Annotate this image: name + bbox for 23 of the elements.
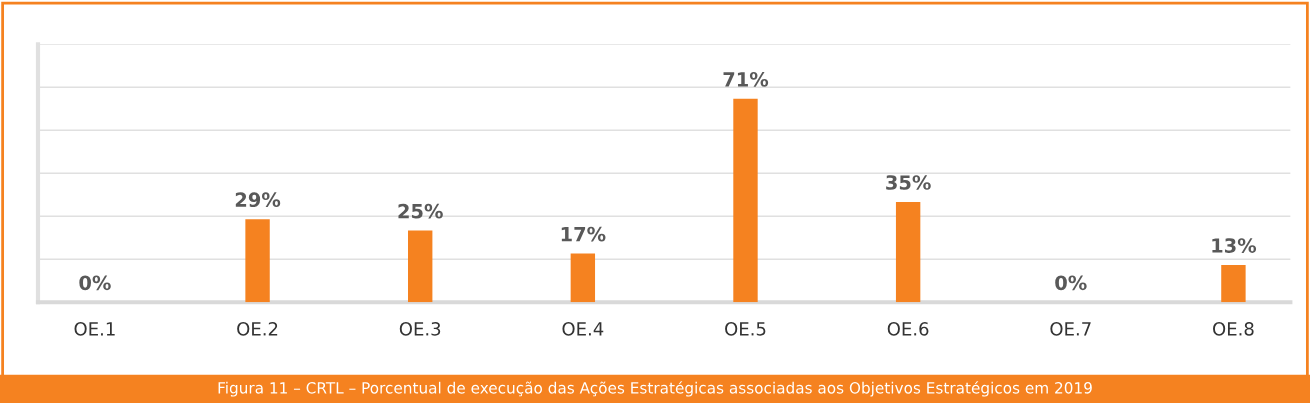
bar — [895, 201, 921, 303]
x-tick-label: OE.1 — [74, 322, 115, 336]
bar — [245, 219, 270, 303]
bar — [733, 98, 758, 303]
x-tick-label: OE.4 — [562, 322, 604, 336]
x-tick-label: OE.2 — [237, 322, 278, 336]
data-label: 13% — [1212, 238, 1257, 253]
bar — [570, 253, 596, 303]
x-tick-label: OE.6 — [887, 322, 929, 336]
data-label: 25% — [398, 203, 443, 219]
data-label: 17% — [561, 226, 606, 242]
x-tick-label: OE.8 — [1213, 322, 1254, 336]
bar — [408, 230, 433, 303]
x-tick-label: OE.3 — [399, 322, 441, 336]
data-label: 71% — [723, 71, 769, 87]
bar — [1221, 264, 1246, 303]
x-tick-label: OE.5 — [725, 322, 766, 336]
data-label: 29% — [235, 192, 281, 208]
data-label: 35% — [886, 175, 931, 190]
text: Figura 11 – CRTL – Porcentual de execução das Ações Estratégicas associadas aos Objetivos Estratégicos em 2019 — [218, 381, 1092, 397]
x-tick-label: OE.7 — [1050, 322, 1091, 336]
data-label: 0% — [79, 275, 111, 291]
data-label: 0% — [1055, 275, 1087, 291]
